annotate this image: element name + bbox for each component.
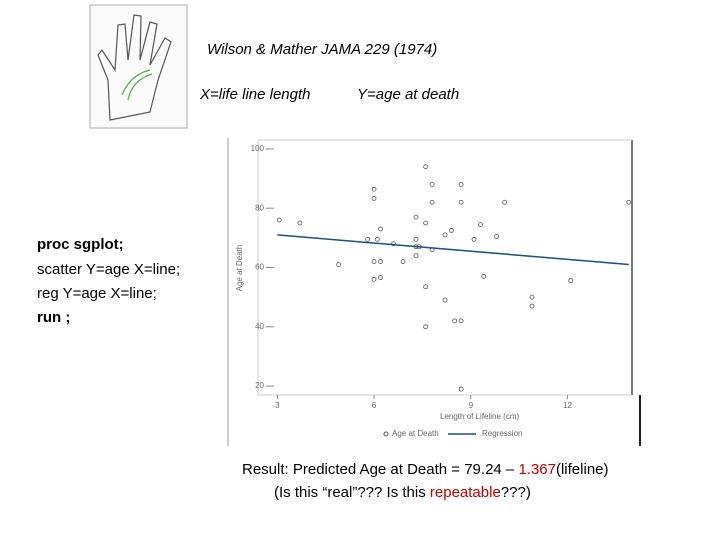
- x-tick-label: 3: [275, 401, 280, 410]
- y-axis-title: Age at Death: [235, 245, 244, 292]
- scatter-point: [449, 228, 454, 233]
- legend-label: Age at Death: [392, 429, 439, 438]
- result: Result: Predicted Age at Death = 79.24 –…: [242, 461, 609, 478]
- scatter-point: [442, 232, 448, 238]
- x-tick-label: 6: [372, 401, 377, 410]
- scatter-point: [423, 220, 429, 226]
- scatter-point: [371, 276, 377, 282]
- scatter-point: [297, 220, 303, 226]
- y-tick-label: 20: [255, 381, 264, 390]
- x-axis-title: Length of Lifeline (cm): [440, 412, 519, 421]
- scatter-point: [336, 262, 342, 267]
- question-highlight: repeatable: [430, 484, 501, 501]
- scatter-point: [378, 275, 383, 280]
- x-tick-label: 12: [563, 401, 572, 410]
- scatter-point: [458, 182, 464, 187]
- y-tick-label: 100: [251, 144, 265, 153]
- legend-label: Regression: [482, 429, 522, 438]
- scatter-point: [423, 324, 429, 330]
- scatter-point: [371, 196, 377, 201]
- question: (Is this “real”??? Is this repeatable???…: [274, 484, 531, 501]
- scatter-point: [429, 182, 435, 187]
- scatter-point: [529, 303, 535, 309]
- scatter-point: [413, 253, 419, 259]
- scatter-point: [529, 294, 535, 300]
- result-text: (lifeline): [556, 461, 609, 478]
- scatter-point: [423, 284, 429, 290]
- scatter-point: [502, 199, 508, 205]
- result-text: Result: Predicted Age at Death = 79.24 –: [242, 461, 518, 478]
- scatter-point: [458, 199, 464, 205]
- code-line: run ;: [37, 309, 70, 326]
- scatter-point: [626, 199, 632, 205]
- plot-frame: [257, 139, 633, 396]
- code-line: scatter Y=age X=line;: [37, 261, 180, 278]
- scatter-point: [365, 236, 371, 242]
- scatter-point: [413, 214, 419, 220]
- scatter-point: [494, 233, 499, 239]
- x-tick-label: 9: [469, 401, 474, 410]
- chart: Length of Lifeline (cm) Age at Death 20 4…: [227, 138, 641, 446]
- legend-swatch: [383, 431, 389, 437]
- y-tick-label: 80: [255, 203, 264, 212]
- scatter-point: [442, 297, 448, 303]
- scatter-point: [400, 259, 406, 264]
- scatter-point: [371, 259, 377, 264]
- title: Wilson & Mather JAMA 229 (1974): [207, 41, 437, 58]
- x-note: X=life line length: [199, 86, 311, 103]
- y-tick-label: 60: [255, 263, 264, 272]
- scatter-point: [374, 236, 380, 242]
- question-text: (Is this “real”??? Is this: [274, 484, 430, 501]
- scatter-point: [458, 386, 464, 392]
- scatter-point: [452, 318, 458, 324]
- scatter-point: [371, 186, 377, 192]
- code-line: reg Y=age X=line;: [37, 285, 157, 302]
- regression-line: [277, 234, 629, 266]
- scatter-point: [429, 199, 435, 205]
- question-text: ???): [501, 484, 531, 501]
- scatter-point: [568, 278, 574, 283]
- scatter-point: [378, 259, 383, 264]
- y-tick-label: 40: [255, 322, 264, 331]
- scatter-point: [276, 217, 282, 223]
- palm-image: [89, 4, 188, 129]
- scatter-point: [471, 236, 477, 242]
- scatter-point: [481, 273, 487, 279]
- y-note: Y=age at death: [357, 86, 459, 103]
- scatter-point: [413, 236, 419, 242]
- result-slope: 1.367: [518, 461, 556, 478]
- scatter-point: [378, 226, 383, 232]
- scatter-point: [478, 222, 483, 227]
- scatter-point: [423, 164, 429, 170]
- code-line: proc sgplot;: [37, 236, 124, 253]
- scatter-point: [458, 318, 464, 324]
